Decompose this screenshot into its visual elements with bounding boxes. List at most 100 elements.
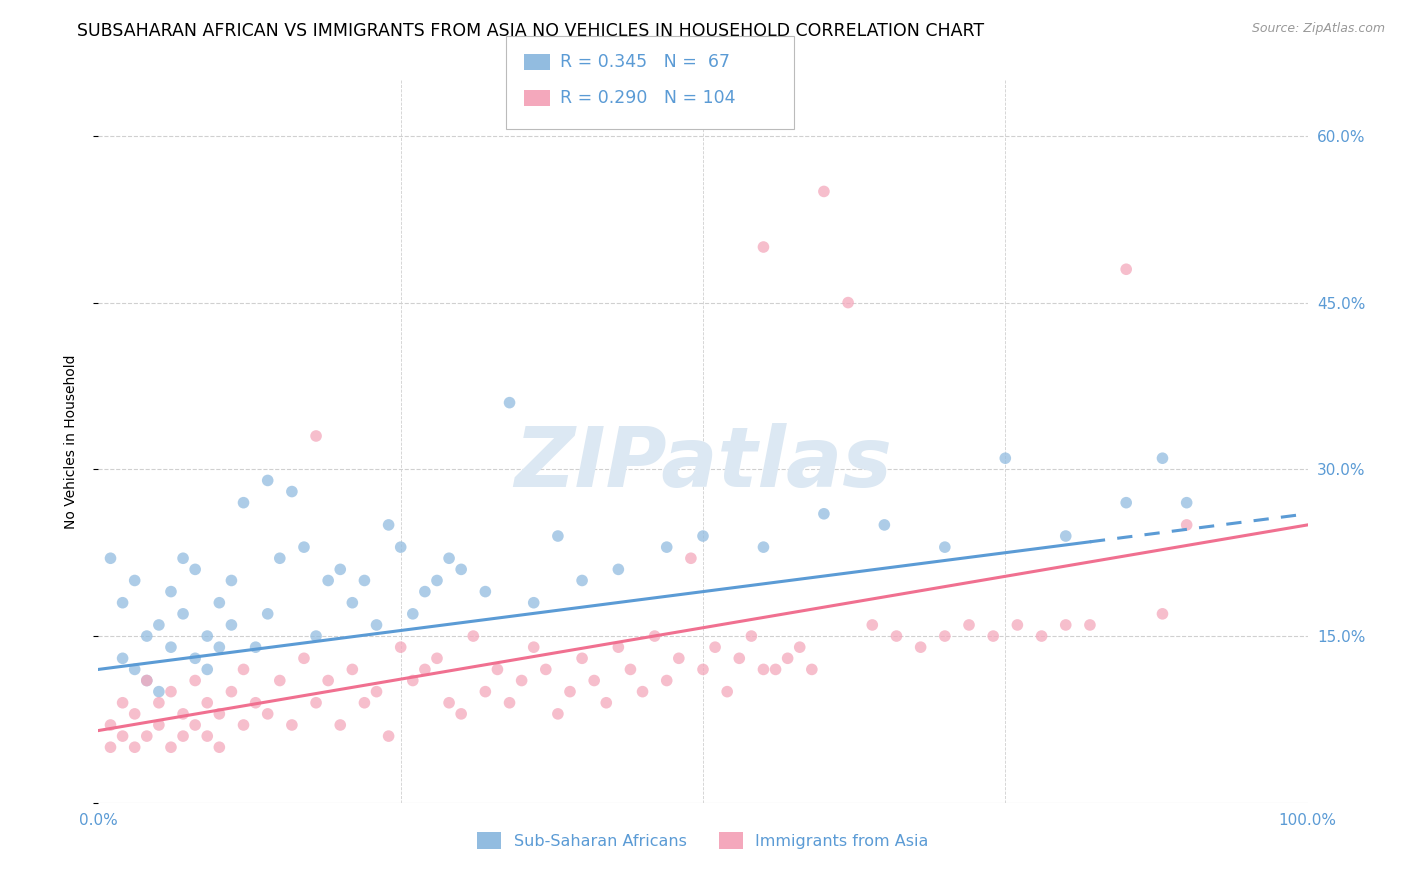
Point (256, 607, 278, 621)
Point (765, 662, 787, 676)
Point (957, 618, 980, 632)
Point (934, 540, 956, 554)
Point (172, 607, 194, 621)
Point (377, 729, 399, 743)
Point (644, 629, 666, 643)
Point (1031, 629, 1053, 643)
Point (148, 718, 170, 732)
Point (184, 673, 207, 688)
Point (402, 673, 425, 688)
Point (860, 618, 883, 632)
Point (534, 662, 557, 676)
Point (208, 596, 231, 610)
Point (160, 584, 183, 599)
Point (305, 696, 328, 710)
Point (148, 618, 170, 632)
Point (523, 596, 546, 610)
Point (474, 684, 496, 698)
Point (160, 640, 183, 655)
Point (692, 529, 714, 543)
Text: ZIPatlas: ZIPatlas (515, 423, 891, 504)
Point (195, 696, 218, 710)
Point (1175, 496, 1198, 510)
Point (1054, 618, 1077, 632)
Point (873, 517, 896, 532)
Point (486, 662, 509, 676)
Point (100, 718, 122, 732)
Point (389, 640, 412, 655)
Point (1152, 607, 1174, 621)
Point (752, 540, 775, 554)
Legend: Sub-Saharan Africans, Immigrants from Asia: Sub-Saharan Africans, Immigrants from As… (477, 832, 929, 849)
Point (426, 574, 449, 588)
Point (342, 662, 364, 676)
Point (413, 584, 436, 599)
Point (716, 684, 738, 698)
Point (100, 551, 122, 566)
Point (631, 684, 654, 698)
Point (256, 706, 278, 721)
Point (994, 451, 1017, 466)
Point (1007, 618, 1029, 632)
Point (135, 673, 157, 688)
Point (208, 740, 231, 755)
Point (342, 596, 364, 610)
Point (426, 651, 449, 665)
Point (232, 662, 254, 676)
Y-axis label: No Vehicles in Household: No Vehicles in Household (63, 354, 77, 529)
Point (221, 684, 243, 698)
Point (172, 706, 194, 721)
Point (329, 718, 352, 732)
Point (353, 696, 375, 710)
Point (111, 651, 134, 665)
Point (135, 629, 157, 643)
Point (498, 395, 520, 409)
Point (245, 640, 267, 655)
Point (269, 673, 291, 688)
Point (184, 562, 207, 576)
Point (1054, 529, 1077, 543)
Point (100, 740, 122, 755)
Point (148, 696, 170, 710)
Point (571, 651, 593, 665)
Point (837, 295, 859, 310)
Point (195, 662, 218, 676)
Point (668, 651, 690, 665)
Point (450, 562, 472, 576)
Point (437, 551, 460, 566)
Point (910, 640, 932, 655)
Point (160, 740, 183, 755)
Point (160, 684, 183, 698)
Point (281, 484, 304, 499)
Point (172, 551, 194, 566)
Point (208, 706, 231, 721)
Point (413, 662, 436, 676)
Point (523, 640, 546, 655)
Point (221, 618, 243, 632)
Point (752, 662, 775, 676)
Point (619, 662, 641, 676)
Point (256, 474, 278, 488)
Point (366, 684, 388, 698)
Point (148, 684, 170, 698)
Point (1152, 451, 1174, 466)
Text: Source: ZipAtlas.com: Source: ZipAtlas.com (1251, 22, 1385, 36)
Point (184, 651, 207, 665)
Point (305, 629, 328, 643)
Point (111, 729, 134, 743)
Point (813, 507, 835, 521)
Point (208, 640, 231, 655)
Point (124, 574, 146, 588)
Point (184, 718, 207, 732)
Point (692, 662, 714, 676)
Point (752, 240, 775, 254)
Point (329, 562, 352, 576)
Point (934, 629, 956, 643)
Point (728, 651, 751, 665)
Point (607, 562, 630, 576)
Point (655, 673, 678, 688)
Point (316, 574, 339, 588)
Point (124, 740, 146, 755)
Point (389, 540, 412, 554)
Point (124, 706, 146, 721)
